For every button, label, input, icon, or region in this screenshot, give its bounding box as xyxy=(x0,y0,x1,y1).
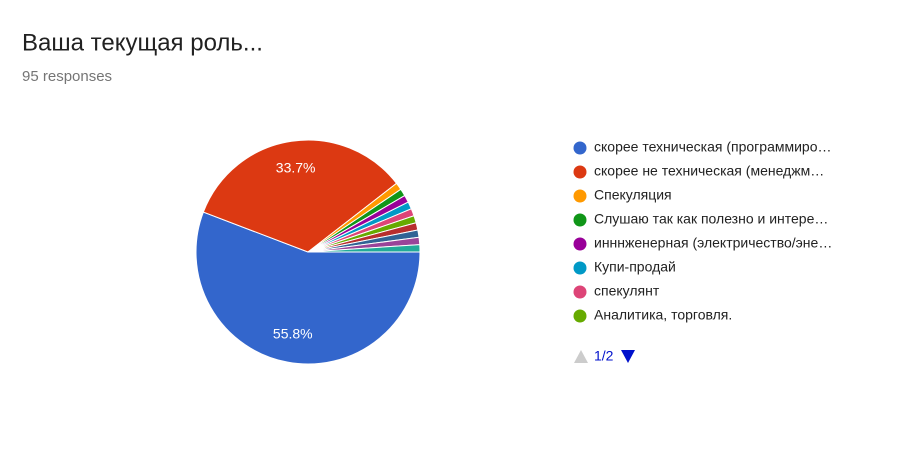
legend-label: скорее не техническая (менеджм… xyxy=(594,163,824,179)
legend-swatch xyxy=(573,189,587,203)
pie-slice xyxy=(202,139,398,253)
legend-swatch xyxy=(573,165,587,179)
legend-swatch xyxy=(573,309,587,323)
legend-label: Спекуляция xyxy=(594,187,672,203)
chart-title: Ваша текущая роль... xyxy=(22,29,263,56)
slice-label: 55.8% xyxy=(273,325,313,341)
legend-label: Слушаю так как полезно и интере… xyxy=(594,211,828,227)
legend-swatch xyxy=(573,237,587,251)
legend-swatch xyxy=(573,213,587,227)
legend-swatch xyxy=(573,261,587,275)
legend-page: 1/2 xyxy=(594,348,614,364)
chart-subtitle: 95 responses xyxy=(22,68,112,85)
legend-label: инннженерная (электричество/эне… xyxy=(594,235,832,251)
legend-next[interactable] xyxy=(621,350,635,363)
pie-slice xyxy=(307,244,421,253)
legend-swatch xyxy=(573,141,587,155)
legend-label: Аналитика, торговля. xyxy=(594,307,732,323)
legend-label: Купи-продай xyxy=(594,259,676,275)
pie-slice xyxy=(195,211,421,365)
legend-label: спекулянт xyxy=(594,283,660,299)
legend-label: скорее техническая (программиро… xyxy=(594,139,832,155)
legend-prev[interactable] xyxy=(574,350,588,363)
slice-label: 33.7% xyxy=(276,160,316,176)
legend-swatch xyxy=(573,285,587,299)
